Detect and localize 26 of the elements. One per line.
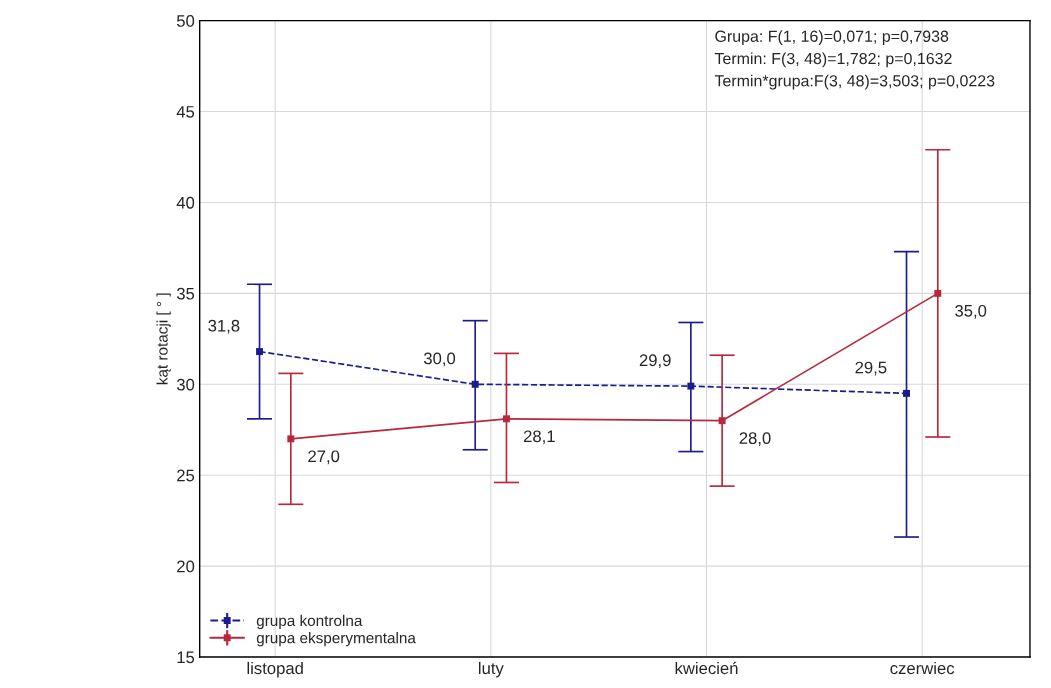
y-axis-title: kąt rotacji [ ° ] bbox=[156, 293, 171, 385]
x-tick-label: listopad bbox=[247, 661, 303, 678]
y-tick-label: 30 bbox=[176, 378, 195, 391]
y-tick-label: 35 bbox=[176, 287, 195, 300]
data-label: 28,0 bbox=[739, 432, 771, 446]
data-label: 29,9 bbox=[639, 354, 671, 369]
y-tick-label: 20 bbox=[177, 560, 195, 573]
legend-label: grupa kontrolna bbox=[256, 614, 363, 630]
data-label: 29,5 bbox=[855, 361, 887, 376]
annotation: Grupa: F(1, 16)=0,071; p=0,7938 bbox=[715, 30, 949, 46]
y-tick-label: 45 bbox=[176, 106, 195, 118]
data-label: 28,1 bbox=[523, 430, 555, 445]
x-tick-label: luty bbox=[478, 661, 504, 678]
x-tick-label: kwiecień bbox=[675, 661, 738, 675]
annotation: Termin: F(3, 48)=1,782; p=0,1632 bbox=[714, 52, 952, 68]
legend-label: grupa eksperymentalna bbox=[256, 632, 416, 647]
y-tick-label: 25 bbox=[177, 469, 195, 482]
annotation: Termin*grupa:F(3, 48)=3,503; p=0,0223 bbox=[714, 74, 995, 90]
y-tick-label: 15 bbox=[177, 651, 195, 664]
y-tick-label: 40 bbox=[176, 196, 195, 209]
data-label: 27,0 bbox=[308, 450, 340, 465]
y-tick-label: 50 bbox=[176, 15, 195, 27]
data-label: 30,0 bbox=[423, 352, 456, 367]
data-label: 35,0 bbox=[955, 304, 987, 319]
data-label: 31,8 bbox=[208, 319, 240, 334]
x-tick-label: czerwiec bbox=[890, 661, 955, 675]
